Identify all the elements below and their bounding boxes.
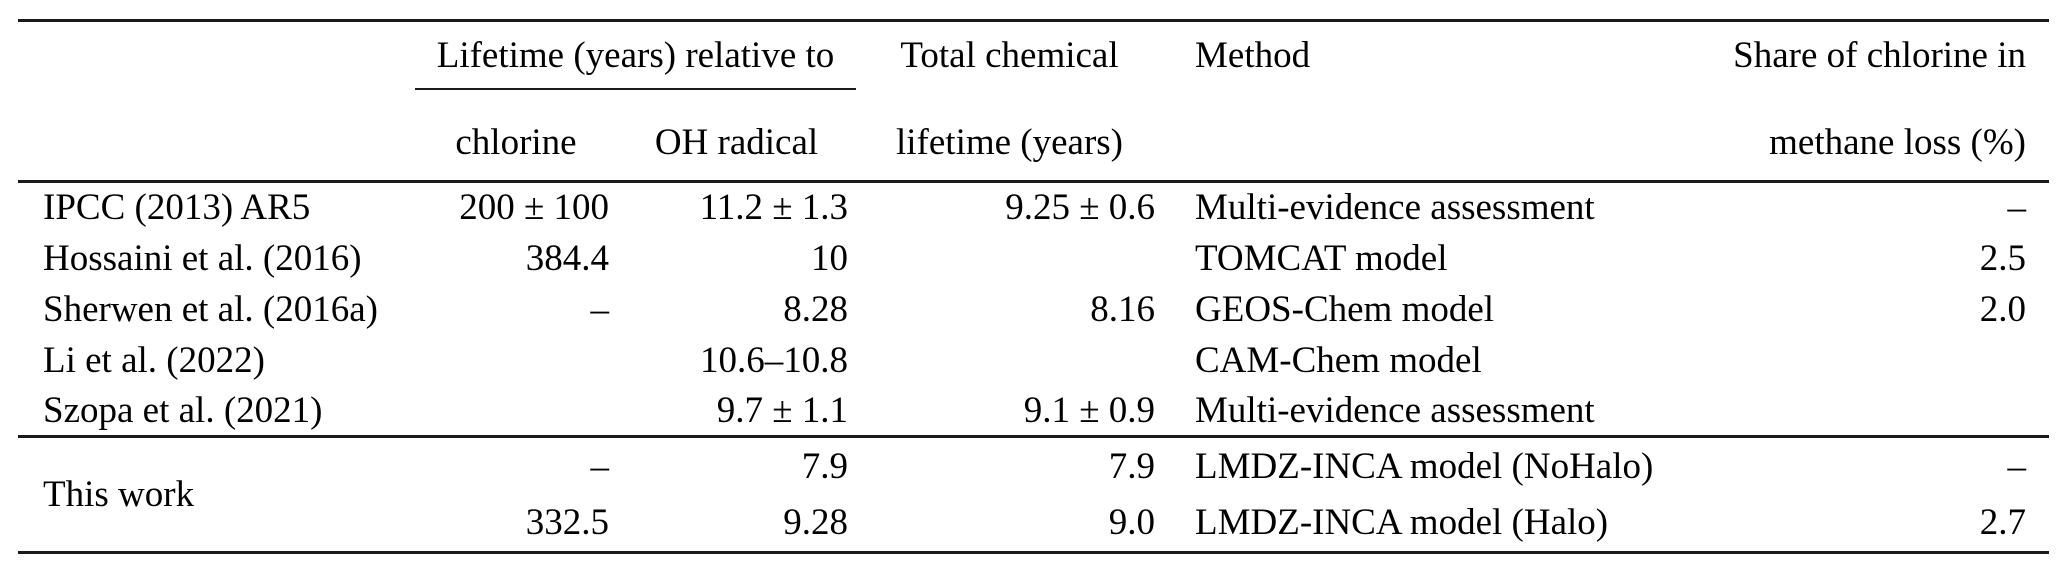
table-row-thiswork-halo: 332.5 9.28 9.0 LMDZ-INCA model (Halo) 2.…: [18, 495, 2049, 553]
cell-share: –: [2007, 445, 2027, 487]
cell-method: CAM-Chem model: [1195, 339, 1482, 381]
cell-share: [1660, 335, 2049, 386]
cell-total-lifetime: 9.0: [1108, 502, 1155, 544]
cell-chlorine-lifetime: 332.5: [525, 502, 609, 544]
cell-total-lifetime: 9.25 ± 0.6: [1005, 187, 1155, 229]
cell-study: Hossaini et al. (2016): [43, 237, 362, 279]
header-total-chemical-line2: lifetime (years): [856, 89, 1163, 183]
cell-oh-lifetime: 11.2 ± 1.3: [699, 187, 848, 229]
cell-share: [1660, 385, 2049, 438]
cell-oh-lifetime: 10: [811, 237, 848, 279]
this-work-rows: This work – 7.9 7.9 LMDZ-INCA model (NoH…: [18, 437, 2049, 553]
header-empty-study: [18, 21, 415, 90]
cell-share: –: [2007, 187, 2027, 229]
cell-share: 2.7: [1979, 502, 2026, 544]
table-row-thiswork-nohalo: This work – 7.9 7.9 LMDZ-INCA model (NoH…: [18, 437, 2049, 515]
header-lifetime-group: Lifetime (years) relative to: [415, 20, 856, 90]
header-empty-study-2: [18, 89, 415, 183]
header-oh-radical: OH radical: [617, 89, 856, 183]
header-share-line2: methane loss (%): [1660, 89, 2049, 183]
cell-oh-lifetime: 9.28: [783, 502, 848, 544]
literature-rows: IPCC (2013) AR5 200 ± 100 11.2 ± 1.3 9.2…: [18, 182, 2049, 438]
cell-method: Multi-evidence assessment: [1195, 187, 1595, 229]
cell-method: LMDZ-INCA model (NoHalo): [1195, 445, 1654, 487]
methane-lifetime-table: Lifetime (years) relative to Total chemi…: [18, 19, 2049, 554]
table-row-szopa: Szopa et al. (2021) 9.7 ± 1.1 9.1 ± 0.9 …: [18, 385, 2049, 438]
cell-method: TOMCAT model: [1195, 237, 1448, 279]
cell-total-lifetime: 8.16: [1090, 288, 1155, 330]
cell-chlorine-lifetime: [415, 385, 617, 438]
cell-study: Li et al. (2022): [43, 339, 265, 381]
table-row-hossaini: Hossaini et al. (2016) 384.4 10 TOMCAT m…: [18, 233, 2049, 284]
cell-oh-lifetime: 7.9: [801, 445, 848, 487]
table-header: Lifetime (years) relative to Total chemi…: [18, 20, 2049, 183]
cell-oh-lifetime: 8.28: [783, 288, 848, 330]
header-share-line1: Share of chlorine in: [1733, 35, 2026, 76]
cell-chlorine-lifetime: –: [590, 445, 610, 487]
header-row-2: chlorine OH radical lifetime (years) met…: [18, 89, 2049, 183]
cell-chlorine-lifetime: 384.4: [525, 237, 609, 279]
cell-total-lifetime: [856, 335, 1163, 386]
cell-share: 2.0: [1979, 288, 2026, 330]
cell-total-lifetime: [856, 233, 1163, 284]
cell-chlorine-lifetime: [415, 335, 617, 386]
header-chlorine: chlorine: [415, 89, 617, 183]
header-row-1: Lifetime (years) relative to Total chemi…: [18, 20, 2049, 90]
cell-total-lifetime: 9.1 ± 0.9: [856, 385, 1163, 438]
cell-method: Multi-evidence assessment: [1163, 385, 1660, 438]
table-row-sherwen: Sherwen et al. (2016a) – 8.28 8.16 GEOS-…: [18, 284, 2049, 335]
header-method: Method: [1195, 35, 1311, 76]
cell-study: Sherwen et al. (2016a): [43, 288, 378, 330]
header-total-chemical-line1: Total chemical: [900, 35, 1119, 76]
header-empty-method-2: [1163, 89, 1660, 183]
table-row-li: Li et al. (2022) 10.6–10.8 CAM-Chem mode…: [18, 335, 2049, 386]
cell-study-this-work: This work: [43, 474, 195, 515]
cell-study: Szopa et al. (2021): [18, 385, 415, 438]
table-row-ipcc: IPCC (2013) AR5 200 ± 100 11.2 ± 1.3 9.2…: [18, 182, 2049, 233]
cell-total-lifetime: 7.9: [1108, 445, 1155, 487]
cell-chlorine-lifetime: –: [590, 288, 610, 330]
cell-chlorine-lifetime: 200 ± 100: [459, 187, 609, 229]
cell-oh-lifetime: 10.6–10.8: [700, 339, 848, 381]
cell-study: IPCC (2013) AR5: [43, 187, 311, 229]
cell-share: 2.5: [1979, 237, 2026, 279]
cell-method: LMDZ-INCA model (Halo): [1195, 502, 1609, 544]
cell-oh-lifetime: 9.7 ± 1.1: [617, 385, 856, 438]
cell-method: GEOS-Chem model: [1195, 288, 1495, 330]
